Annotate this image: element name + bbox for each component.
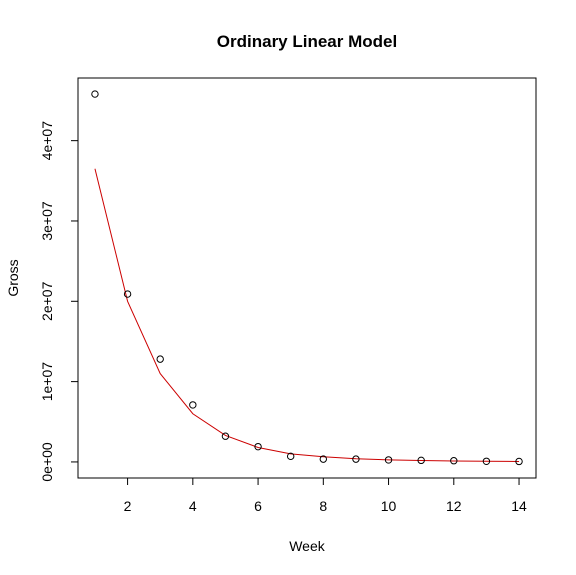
data-point <box>123 290 132 298</box>
x-tick-label: 10 <box>381 498 397 514</box>
y-axis-label: Gross <box>5 259 21 296</box>
data-point <box>319 455 328 463</box>
observed-points-series <box>91 90 523 466</box>
y-tick-label: 1e+07 <box>39 362 55 402</box>
x-axis: 2 4 6 8 10 12 14 <box>124 477 527 514</box>
x-axis-label: Week <box>289 538 326 554</box>
plot-frame <box>77 77 537 479</box>
y-tick-label: 0e+00 <box>39 442 55 482</box>
x-tick-label: 14 <box>511 498 527 514</box>
y-tick-label: 3e+07 <box>39 201 55 241</box>
x-tick-label: 6 <box>254 498 262 514</box>
data-point <box>515 457 523 466</box>
data-point <box>221 432 230 440</box>
data-point <box>450 457 458 465</box>
data-point <box>417 456 425 465</box>
y-axis: 0e+00 1e+07 2e+07 3e+07 4e+07 <box>39 121 79 482</box>
data-point <box>384 456 393 464</box>
data-point <box>189 401 197 409</box>
data-point <box>156 355 164 363</box>
data-point <box>91 90 99 98</box>
x-tick-label: 8 <box>319 498 327 514</box>
chart-title: Ordinary Linear Model <box>217 32 397 51</box>
y-tick-label: 4e+07 <box>39 121 55 161</box>
x-tick-label: 12 <box>446 498 462 514</box>
fitted-line-series <box>94 168 520 462</box>
x-tick-label: 4 <box>189 498 197 514</box>
y-tick-label: 2e+07 <box>39 281 55 321</box>
data-point <box>352 455 360 463</box>
x-tick-label: 2 <box>124 498 132 514</box>
data-point <box>482 457 491 465</box>
fitted-line <box>94 168 520 462</box>
data-point <box>254 442 262 451</box>
data-point <box>286 452 295 461</box>
